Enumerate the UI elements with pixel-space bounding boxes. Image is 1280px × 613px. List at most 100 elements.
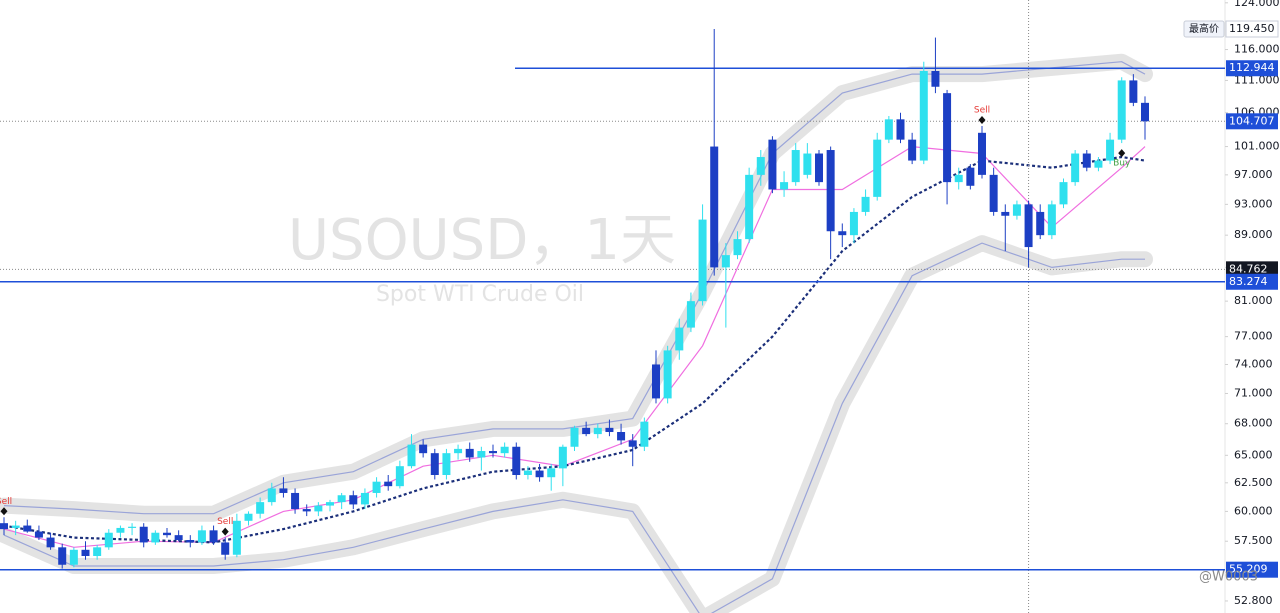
candle-body bbox=[360, 492, 369, 505]
signal-label: Sell bbox=[974, 106, 990, 116]
candle-body bbox=[873, 139, 882, 197]
y-tick-label: 101.000 bbox=[1234, 140, 1280, 153]
candle-body bbox=[698, 219, 707, 302]
candle-body bbox=[314, 505, 323, 512]
price-label: 84.762 bbox=[1229, 262, 1268, 275]
candle-body bbox=[640, 421, 649, 447]
candle-body bbox=[326, 502, 334, 506]
candle-body bbox=[745, 174, 754, 240]
y-tick-label: 65.000 bbox=[1234, 448, 1273, 461]
high-tag bbox=[1183, 20, 1225, 38]
candle-body bbox=[675, 327, 684, 351]
high-label: 119.450 bbox=[1229, 22, 1275, 35]
candle-body bbox=[244, 513, 253, 521]
candle-body bbox=[721, 255, 730, 268]
candle-body bbox=[279, 488, 288, 493]
candle-body bbox=[163, 532, 171, 536]
candle-body bbox=[1117, 80, 1126, 140]
signal-diamond bbox=[1118, 149, 1126, 158]
y-tick-label: 93.000 bbox=[1234, 197, 1273, 210]
candle-body bbox=[116, 527, 125, 533]
price-box bbox=[1226, 60, 1278, 77]
signal-label: Buy bbox=[1113, 159, 1131, 169]
candle-body bbox=[628, 440, 637, 447]
candle-body bbox=[232, 520, 241, 555]
candle-body bbox=[500, 446, 509, 454]
y-tick-label: 60.000 bbox=[1234, 504, 1273, 517]
price-box bbox=[1226, 561, 1278, 578]
candle-body bbox=[826, 150, 835, 232]
candle-body bbox=[267, 488, 276, 503]
candle-body bbox=[686, 301, 695, 328]
candle-body bbox=[11, 525, 20, 528]
candle-body bbox=[384, 481, 393, 487]
candle-body bbox=[884, 119, 893, 140]
watermark: @W0003 bbox=[1199, 570, 1258, 585]
candle-body bbox=[756, 157, 765, 175]
candle-body bbox=[617, 432, 626, 441]
candle-body bbox=[1024, 204, 1033, 248]
candle-body bbox=[966, 167, 975, 186]
candle-body bbox=[197, 530, 206, 543]
candle-body bbox=[221, 542, 230, 555]
candle-body bbox=[849, 211, 858, 236]
band-line bbox=[3, 242, 1145, 613]
candle-body bbox=[1059, 182, 1068, 205]
y-tick-label: 81.000 bbox=[1234, 294, 1273, 307]
candle-body bbox=[896, 119, 905, 140]
y-tick-label: 89.000 bbox=[1234, 228, 1273, 241]
candle-body bbox=[477, 451, 486, 458]
high-box bbox=[1225, 20, 1279, 38]
candle-body bbox=[791, 150, 800, 183]
candle-body bbox=[780, 182, 789, 190]
candle-body bbox=[1106, 139, 1115, 161]
candle-body bbox=[1036, 211, 1045, 236]
price-box bbox=[1226, 113, 1278, 130]
candle-body bbox=[733, 239, 742, 256]
signal-diamond bbox=[978, 116, 986, 125]
candle-body bbox=[815, 153, 823, 183]
candle-body bbox=[1001, 211, 1010, 216]
candle-body bbox=[582, 427, 591, 435]
candle-body bbox=[337, 495, 346, 503]
candle-body bbox=[489, 451, 497, 454]
candle-body bbox=[23, 525, 32, 532]
candle-body bbox=[593, 427, 602, 435]
candle-body bbox=[302, 509, 311, 512]
candle-body bbox=[768, 139, 777, 190]
candle-body bbox=[1129, 80, 1138, 103]
candle-body bbox=[349, 495, 358, 505]
candle-body bbox=[1047, 204, 1056, 236]
candle-body bbox=[465, 448, 474, 458]
candle-body bbox=[1071, 153, 1080, 183]
y-tick-label: 124.000 bbox=[1234, 0, 1280, 9]
candle-body bbox=[291, 492, 300, 510]
y-tick-label: 97.000 bbox=[1234, 168, 1273, 181]
candle-body bbox=[535, 470, 544, 478]
chart-title: USOUSD，1天 bbox=[288, 208, 676, 273]
candle-body bbox=[931, 71, 940, 87]
candle-body bbox=[139, 526, 148, 543]
candle-body bbox=[81, 549, 90, 556]
candle-body bbox=[34, 531, 43, 538]
candle-body bbox=[547, 468, 556, 478]
chart-subtitle: Spot WTI Crude Oil bbox=[376, 282, 584, 307]
candle-body bbox=[861, 196, 870, 212]
price-label: 104.707 bbox=[1229, 114, 1275, 127]
candle-body bbox=[570, 427, 579, 447]
candle-body bbox=[652, 364, 660, 399]
price-label: 55.209 bbox=[1229, 563, 1268, 576]
y-tick-label: 57.500 bbox=[1234, 534, 1273, 547]
price-box bbox=[1226, 261, 1278, 278]
signal-diamond bbox=[221, 527, 229, 536]
price-label: 112.944 bbox=[1229, 61, 1275, 74]
price-label: 83.274 bbox=[1229, 275, 1268, 288]
candle-body bbox=[512, 446, 521, 475]
y-tick-label: 52.800 bbox=[1234, 594, 1273, 607]
signal-label: Sell bbox=[217, 517, 233, 527]
price-box bbox=[1226, 273, 1278, 290]
candle-body bbox=[0, 523, 8, 530]
candle-body bbox=[419, 444, 428, 454]
candle-body bbox=[919, 71, 928, 161]
